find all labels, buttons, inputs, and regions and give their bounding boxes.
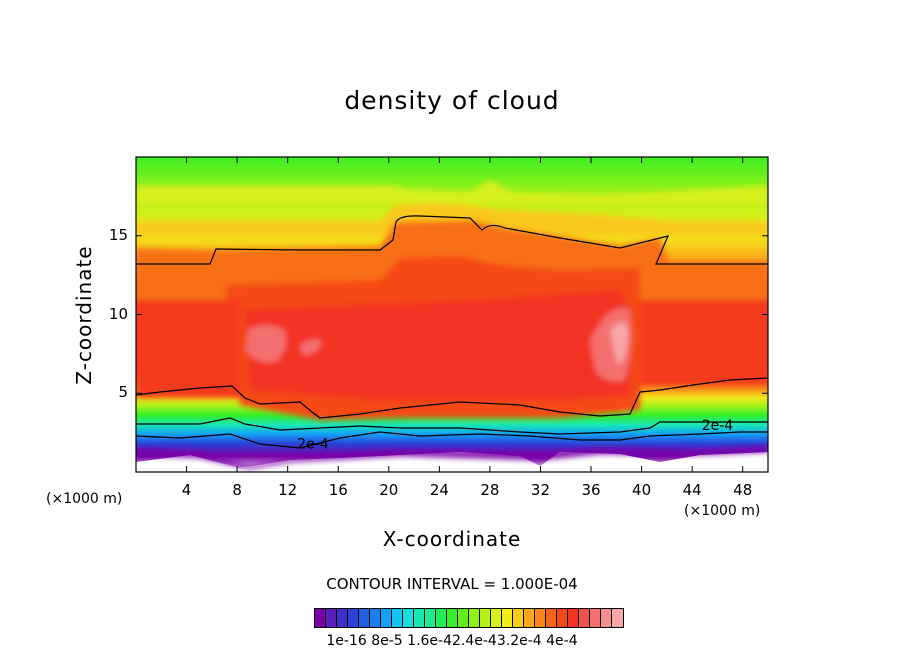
contour-lines <box>136 215 768 449</box>
colorbar-swatch <box>392 609 403 627</box>
colorbar-swatch <box>612 609 623 627</box>
colorbar-swatch <box>337 609 348 627</box>
x-axis-label: X-coordinate <box>382 527 522 551</box>
colorbar-swatch <box>447 609 458 627</box>
y-axis-label: Z-coordinate <box>72 245 96 385</box>
chart-title: density of cloud <box>344 86 560 115</box>
x-tick-label: 20 <box>379 481 399 499</box>
colorbar-swatch <box>414 609 425 627</box>
x-tick-label: 40 <box>632 481 652 499</box>
colorbar-labels: 1e-16 8e-5 1.6e-42.4e-43.2e-4 4e-4 <box>326 633 578 649</box>
x-tick-label: 24 <box>429 481 449 499</box>
contour-label: 2e-4 <box>297 437 329 453</box>
colorbar <box>314 608 624 628</box>
colorbar-swatch <box>403 609 414 627</box>
colorbar-swatch <box>557 609 568 627</box>
x-unit-left: (×1000 m) <box>46 491 123 507</box>
x-tick-label: 28 <box>480 481 500 499</box>
colorbar-swatch <box>579 609 590 627</box>
colorbar-swatch <box>425 609 436 627</box>
colorbar-swatch <box>513 609 524 627</box>
x-tick-label: 8 <box>232 481 242 499</box>
y-tick-label: 10 <box>108 304 128 323</box>
colorbar-swatch <box>436 609 447 627</box>
contour-label: 2e-4 <box>702 418 734 434</box>
colorbar-swatch <box>546 609 557 627</box>
x-tick-label: 16 <box>328 481 348 499</box>
colorbar-swatch <box>359 609 370 627</box>
colorbar-swatch <box>491 609 502 627</box>
colorbar-swatch <box>524 609 535 627</box>
colorbar-swatch <box>535 609 546 627</box>
colorbar-swatch <box>458 609 469 627</box>
x-tick-label: 32 <box>530 481 551 499</box>
x-tick-label: 4 <box>181 481 192 499</box>
y-tick-label: 15 <box>108 225 128 244</box>
colorbar-swatch <box>480 609 491 627</box>
x-unit-right: (×1000 m) <box>684 503 761 519</box>
colorbar-swatch <box>315 609 326 627</box>
colorbar-swatch <box>601 609 612 627</box>
heatmap-field <box>136 157 768 472</box>
x-tick-label: 44 <box>682 481 702 499</box>
x-tick-label: 48 <box>733 481 753 499</box>
x-tick-label: 36 <box>581 481 601 499</box>
contour-interval-text: CONTOUR INTERVAL = 1.000E-04 <box>326 575 578 593</box>
colorbar-swatch <box>590 609 601 627</box>
colorbar-swatch <box>326 609 337 627</box>
colorbar-swatch <box>370 609 381 627</box>
y-tick-label: 5 <box>118 383 128 402</box>
colorbar-swatch <box>348 609 359 627</box>
colorbar-swatch <box>381 609 392 627</box>
x-tick-label: 12 <box>278 481 298 499</box>
colorbar-swatch <box>469 609 480 627</box>
colorbar-swatch <box>568 609 579 627</box>
colorbar-swatch <box>502 609 513 627</box>
